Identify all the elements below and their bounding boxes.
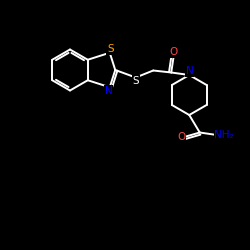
Text: O: O xyxy=(177,132,186,142)
Text: S: S xyxy=(107,44,114,54)
Text: O: O xyxy=(170,47,178,57)
Text: N: N xyxy=(105,86,112,96)
Text: NH₂: NH₂ xyxy=(214,130,234,140)
Text: N: N xyxy=(186,66,194,76)
Text: S: S xyxy=(133,76,139,86)
